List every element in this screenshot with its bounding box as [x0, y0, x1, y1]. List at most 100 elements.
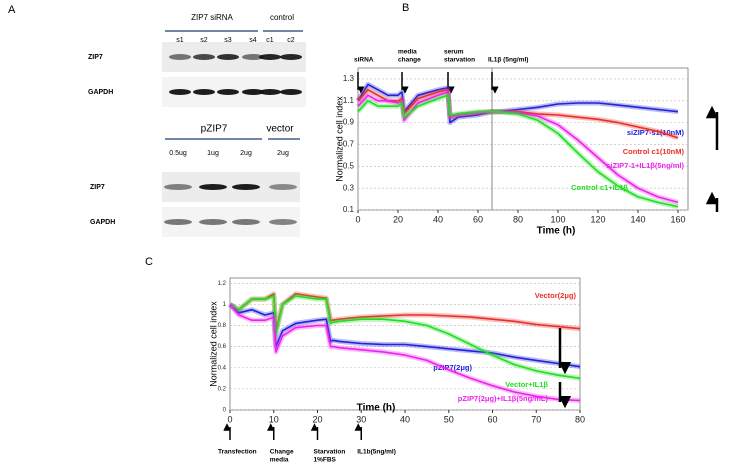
plot-area — [357, 67, 689, 211]
y-tick-label: 1.3 — [343, 74, 355, 83]
event-label: 1%FBS — [314, 457, 337, 464]
blot-band — [269, 184, 297, 190]
x-tick-label: 0 — [227, 414, 232, 424]
group-label: control — [270, 13, 294, 22]
y-tick-label: 0.4 — [218, 365, 227, 371]
series-label: Control c1+IL1β — [571, 183, 628, 192]
x-tick-label: 30 — [356, 414, 366, 424]
event-label: media — [270, 457, 289, 464]
blot-band — [199, 184, 227, 190]
lane-label: s3 — [224, 37, 232, 44]
y-tick-label: 1.2 — [218, 281, 227, 287]
x-tick-label: 140 — [630, 214, 645, 224]
lane-label: s2 — [200, 37, 208, 44]
series-line — [229, 293, 581, 332]
series-line — [229, 303, 581, 368]
x-tick-label: 40 — [400, 414, 410, 424]
y-tick-label: 0.5 — [343, 161, 355, 170]
event-label: IL1b(5ng/ml) — [357, 449, 396, 456]
blot-band — [217, 54, 239, 60]
x-tick-label: 60 — [487, 414, 497, 424]
blot-band — [242, 54, 264, 60]
series-label: pZIP7(2μg) — [433, 363, 472, 372]
event-label: serum — [444, 49, 464, 56]
y-tick-label: 0.1 — [343, 205, 355, 214]
x-tick-label: 120 — [590, 214, 605, 224]
blot-band — [259, 54, 281, 60]
panel-label: A — [8, 4, 16, 16]
lane-label: 2ug — [240, 150, 252, 157]
group-label: vector — [266, 124, 294, 135]
series-line — [357, 91, 679, 204]
group-label: pZIP7 — [201, 124, 228, 135]
lane-label: 1ug — [207, 150, 219, 157]
blot-band — [164, 219, 192, 225]
x-tick-label: 0 — [355, 214, 360, 224]
x-axis-label: Time (h) — [537, 226, 576, 237]
lane-label: 0.5ug — [169, 150, 187, 157]
blot-band — [232, 219, 260, 225]
x-tick-label: 60 — [473, 214, 483, 224]
lane-label: c1 — [266, 37, 274, 44]
x-tick-label: 80 — [513, 214, 523, 224]
event-label: IL1β (5ng/ml) — [488, 57, 528, 64]
blot-band — [232, 184, 260, 190]
lane-label: 2ug — [277, 150, 289, 157]
panel-label: C — [145, 256, 153, 268]
lane-label: s1 — [176, 37, 184, 44]
x-tick-label: 160 — [670, 214, 685, 224]
y-axis-label: Normalized cell index — [208, 301, 218, 387]
y-tick-label: 1 — [223, 302, 227, 308]
blot-band — [169, 89, 191, 95]
x-tick-label: 70 — [531, 414, 541, 424]
row-label: ZIP7 — [90, 184, 105, 191]
y-axis-label: Normalized cell index — [334, 96, 344, 182]
y-tick-label: 0.2 — [218, 386, 227, 392]
blot-band — [199, 219, 227, 225]
row-label: ZIP7 — [88, 54, 103, 61]
y-tick-label: 0.7 — [343, 140, 355, 149]
event-label: Starvation — [314, 449, 346, 456]
blot-band — [164, 184, 192, 190]
x-tick-label: 20 — [312, 414, 322, 424]
x-tick-label: 40 — [433, 214, 443, 224]
series-label: siZIP7-1+IL1β(5ng/ml) — [606, 161, 684, 170]
series-label: Vector(2μg) — [535, 291, 577, 300]
blot-band — [280, 54, 302, 60]
y-tick-label: 0.6 — [218, 344, 227, 350]
x-tick-label: 10 — [269, 414, 279, 424]
y-tick-label: 1.1 — [343, 96, 355, 105]
x-tick-label: 100 — [550, 214, 565, 224]
series-line — [229, 303, 581, 402]
row-label: GAPDH — [90, 219, 115, 226]
series-line — [229, 295, 581, 380]
blot-band — [193, 89, 215, 95]
row-label: GAPDH — [88, 89, 113, 96]
blot-band — [217, 89, 239, 95]
series-line — [357, 94, 679, 208]
x-tick-label: 20 — [393, 214, 403, 224]
event-label: media — [398, 49, 417, 56]
x-tick-label: 50 — [444, 414, 454, 424]
event-label: Change — [270, 449, 294, 456]
blot-band — [169, 54, 191, 60]
blot-band — [259, 89, 281, 95]
x-tick-label: 80 — [575, 414, 585, 424]
series-line — [357, 83, 679, 124]
event-label: change — [398, 57, 421, 64]
lane-label: s4 — [249, 37, 257, 44]
series-label: pZIP7(2μg)+IL1β(5ng/mL) — [458, 394, 549, 403]
lane-label: c2 — [287, 37, 295, 44]
blot-band — [269, 219, 297, 225]
y-tick-label: 0.3 — [343, 183, 355, 192]
trend-arrows — [558, 105, 719, 409]
panel-label: B — [402, 2, 409, 14]
y-tick-label: 0.8 — [218, 323, 227, 329]
series-label: Control c1(10nM) — [623, 147, 685, 156]
event-label: starvation — [444, 57, 475, 64]
group-label: ZIP7 siRNA — [191, 13, 233, 22]
series-label: siZIP7-s1(10nM) — [627, 128, 685, 137]
blot-band — [193, 54, 215, 60]
